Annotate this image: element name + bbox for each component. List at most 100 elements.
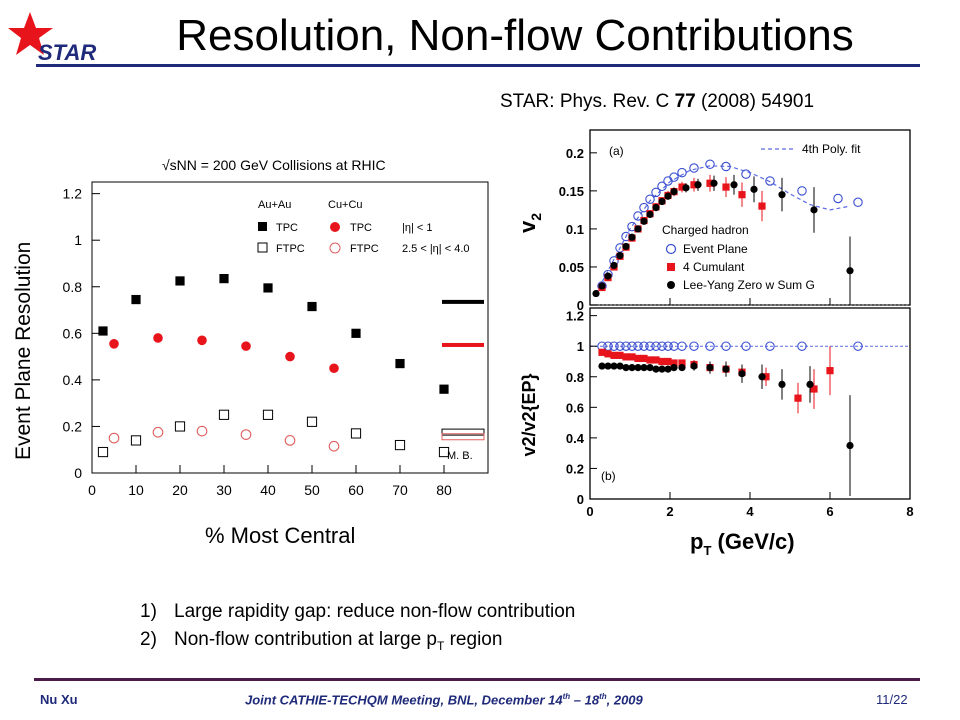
data-point [706,179,714,187]
reference-volume: 77 [674,91,696,112]
data-point [806,380,814,388]
data-point [615,341,625,351]
bullet-text-sub: T [436,638,445,653]
bullet-number: 2) [140,629,157,650]
data-point [622,363,630,372]
legend-cu-tpc-marker [330,222,340,232]
data-point [592,289,600,298]
data-point [778,191,786,199]
x-tick-label: 4 [746,504,754,519]
legend-title: Charged hadron [662,223,749,237]
v2-chart: 00.050.10.150.200.20.40.60.811.20 2 4 6 8 (a… [515,129,914,558]
data-point [109,338,119,349]
data-point [646,210,654,219]
bullet-item-2: 2) Non-flow contribution at large pT reg… [140,626,840,660]
data-point [846,267,854,275]
legend-au-tpc-label: TPC [276,222,298,234]
data-point [634,225,642,233]
y-tick-label: 0.4 [566,431,585,446]
y-tick-label: 0.6 [566,400,584,415]
data-point [622,242,630,251]
reference-prefix: STAR: Phys. Rev. C [500,91,675,112]
poly-fit-curve [595,165,851,294]
data-point [439,384,449,394]
page-number: 11/22 [876,692,908,707]
legend-au-tpc-marker [258,222,267,231]
data-point [765,176,775,186]
mb-bar [442,299,484,304]
data-point [263,283,273,293]
data-point [664,365,672,373]
reference-citation: STAR: Phys. Rev. C 77 (2008) 54901 [500,90,814,114]
data-point [810,206,818,214]
data-point [196,425,208,437]
data-point [598,348,606,356]
meeting-sup-1: th [562,692,571,701]
resolution-chart-frame [91,181,489,474]
data-point [152,426,164,438]
bullet-text-main: Non-flow contribution at large p [174,629,437,650]
data-point [689,341,699,351]
data-point [640,354,648,363]
data-point [658,357,666,366]
data-point [705,159,715,169]
data-point [175,276,185,286]
data-point [738,370,746,378]
legend-cu-tpc-label: TPC [350,222,372,234]
data-point [241,341,251,351]
bullet-text: Large rapidity gap: reduce non-flow cont… [174,601,576,622]
x-tick-label: 80 [436,482,452,498]
svg-text:v2: v2 [515,213,544,233]
data-point [664,357,672,366]
data-point [721,161,731,172]
x-tick-label: 20 [172,482,188,498]
data-point [794,394,802,402]
data-point [741,169,751,179]
panel-b-frame [589,307,911,500]
star-logo-underline [36,64,120,67]
data-point [640,363,648,372]
y-tick-label: 1 [577,339,584,354]
data-point [652,365,660,373]
data-point [690,181,698,189]
data-point [730,181,738,189]
y-tick-label: 1 [74,232,82,248]
footer-divider [34,678,920,681]
data-point [598,282,606,290]
data-point [678,183,686,191]
v2-ylabel-sub: 2 [528,213,544,221]
reference-suffix: (2008) 54901 [695,91,815,112]
data-point [307,301,317,312]
data-point [97,446,109,458]
y-tick-label: 0.2 [63,418,83,434]
data-point [670,363,678,372]
data-point [395,358,405,369]
data-point [645,341,655,351]
data-point [810,385,818,393]
data-point [262,409,274,420]
data-point [758,373,766,381]
data-point [722,183,730,191]
data-point [628,233,636,241]
v2-chart-ylabel-a: v2 [515,213,544,233]
svg-text:pT (GeV/c): pT (GeV/c) [690,529,795,558]
data-point [609,341,619,351]
data-point [689,163,699,173]
data-point [765,341,775,351]
data-point [306,416,318,427]
x-tick-label: 70 [392,482,408,498]
data-point [651,341,661,351]
legend-eta-ftpc: 2.5 < |η| < 4.0 [402,243,470,255]
y-tick-label: 0.2 [566,461,584,476]
data-point [694,181,702,189]
meeting-text-c: , 2009 [606,692,643,708]
data-point [634,354,642,363]
bullet-text: Non-flow contribution at large pT region [174,626,502,660]
bullet-item-1: 1) Large rapidity gap: reduce non-flow c… [140,598,840,626]
x-tick-label: 0 [586,504,593,519]
mb-label: M. B. [447,450,473,462]
xlabel-unit: (GeV/c) [711,529,794,554]
data-point [758,202,766,210]
legend-cum-label: 4 Cumulant [683,260,745,274]
data-point [670,359,678,367]
